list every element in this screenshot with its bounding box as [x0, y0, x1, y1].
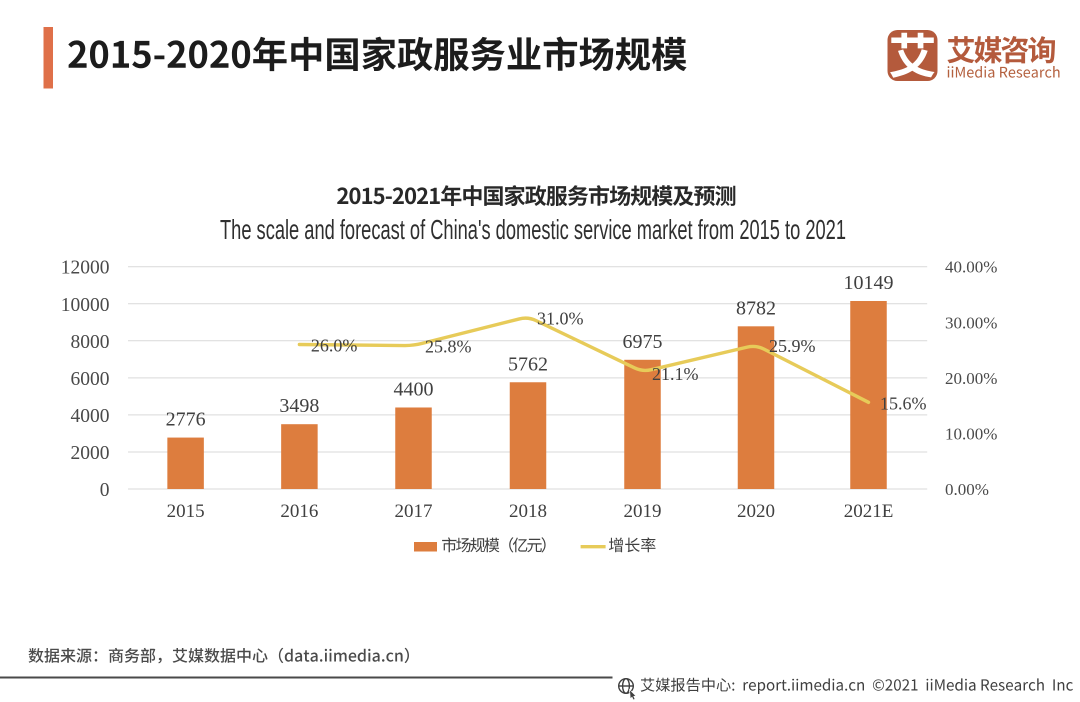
svg-text:10.00%: 10.00% — [945, 424, 997, 443]
svg-text:5762: 5762 — [508, 353, 548, 375]
svg-text:6975: 6975 — [623, 331, 663, 353]
svg-text:25.9%: 25.9% — [769, 336, 816, 356]
svg-text:2017: 2017 — [395, 501, 433, 522]
svg-text:15.6%: 15.6% — [880, 393, 927, 413]
svg-text:6000: 6000 — [71, 369, 110, 390]
svg-text:4400: 4400 — [394, 379, 434, 401]
svg-text:4000: 4000 — [71, 406, 110, 427]
svg-text:2776: 2776 — [166, 409, 206, 431]
svg-text:31.0%: 31.0% — [537, 309, 584, 329]
svg-text:2020: 2020 — [737, 501, 775, 522]
svg-text:3498: 3498 — [279, 395, 319, 417]
svg-text:8000: 8000 — [71, 332, 110, 353]
svg-text:25.8%: 25.8% — [425, 337, 472, 357]
svg-text:2015: 2015 — [167, 501, 205, 522]
svg-text:0.00%: 0.00% — [945, 480, 989, 499]
svg-text:26.0%: 26.0% — [311, 336, 358, 356]
svg-text:2019: 2019 — [624, 501, 662, 522]
svg-text:2018: 2018 — [509, 501, 547, 522]
svg-text:10000: 10000 — [61, 295, 110, 316]
svg-text:21.1%: 21.1% — [652, 364, 699, 384]
svg-text:20.00%: 20.00% — [945, 369, 997, 388]
svg-text:12000: 12000 — [61, 258, 110, 279]
svg-text:8782: 8782 — [736, 297, 776, 319]
svg-text:2021E: 2021E — [844, 501, 894, 522]
svg-text:10149: 10149 — [844, 272, 894, 294]
svg-text:40.00%: 40.00% — [945, 258, 997, 277]
svg-text:2000: 2000 — [71, 443, 110, 464]
svg-text:The scale and forecast of Chin: The scale and forecast of China's domest… — [220, 214, 846, 245]
svg-text:2016: 2016 — [280, 501, 318, 522]
svg-text:0: 0 — [100, 480, 110, 501]
svg-text:30.00%: 30.00% — [945, 313, 997, 332]
